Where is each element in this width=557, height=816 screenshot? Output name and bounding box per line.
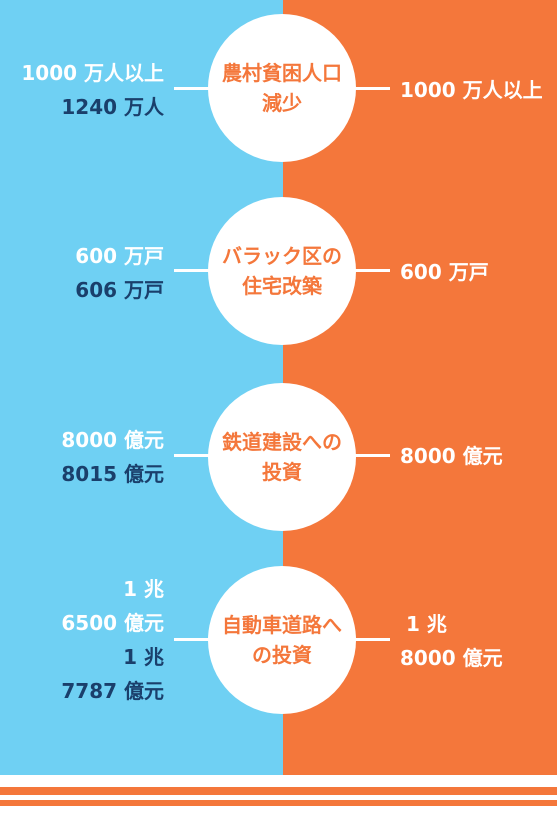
right-target-value: 1 兆 [406, 612, 447, 636]
left-target-value: 8000 億元 [61, 428, 164, 452]
right-target-value: 600 万戸 [400, 260, 489, 284]
item-circle: 自動車道路へ の投資 [208, 566, 356, 714]
left-values: 600 万戸 606 万戸 [75, 239, 164, 307]
connector-right [340, 269, 390, 272]
connector-right [340, 87, 390, 90]
item-title: 鉄道建設への 投資 [222, 430, 342, 484]
left-actual-value: 1240 万人 [61, 95, 164, 119]
connector-left [174, 269, 224, 272]
right-values: 8000 億元 [400, 439, 503, 473]
comparison-row: 600 万戸 606 万戸 バラック区の 住宅改築 600 万戸 [0, 197, 557, 345]
connector-right [340, 454, 390, 457]
left-values: 8000 億元 8015 億元 [61, 423, 164, 491]
left-values: 1000 万人以上 1240 万人 [21, 56, 164, 124]
footer-stripe [0, 787, 557, 795]
connector-right [340, 638, 390, 641]
left-target-value: 1000 万人以上 [21, 61, 164, 85]
left-target-value: 600 万戸 [75, 244, 164, 268]
right-values: 1000 万人以上 [400, 73, 543, 107]
item-title: バラック区の 住宅改築 [222, 244, 342, 298]
right-values: 600 万戸 [400, 255, 489, 289]
right-target-value: 8000 億元 [400, 444, 503, 468]
connector-left [174, 454, 224, 457]
left-actual-value: 7787 億元 [61, 679, 164, 703]
connector-left [174, 87, 224, 90]
item-title: 農村貧困人口 減少 [222, 61, 342, 115]
comparison-row: 8000 億元 8015 億元 鉄道建設への 投資 8000 億元 [0, 383, 557, 531]
comparison-row: 1 兆 6500 億元 1 兆 7787 億元 自動車道路へ の投資 1 兆 8… [0, 566, 557, 714]
connector-left [174, 638, 224, 641]
left-actual-value: 1 兆 [123, 645, 164, 669]
right-target-value: 1000 万人以上 [400, 78, 543, 102]
left-actual-value: 606 万戸 [75, 278, 164, 302]
comparison-rows: 1000 万人以上 1240 万人 農村貧困人口 減少 1000 万人以上 60… [0, 14, 557, 714]
right-target-value: 8000 億元 [400, 646, 503, 670]
footer-stripe [0, 800, 557, 806]
right-values: 1 兆 8000 億元 [400, 607, 503, 675]
left-actual-value: 8015 億元 [61, 462, 164, 486]
left-target-value: 6500 億元 [61, 611, 164, 635]
item-circle: 鉄道建設への 投資 [208, 383, 356, 531]
item-title: 自動車道路へ の投資 [222, 613, 342, 667]
item-circle: 農村貧困人口 減少 [208, 14, 356, 162]
left-values: 1 兆 6500 億元 1 兆 7787 億元 [61, 572, 164, 708]
left-target-value: 1 兆 [123, 577, 164, 601]
item-circle: バラック区の 住宅改築 [208, 197, 356, 345]
comparison-row: 1000 万人以上 1240 万人 農村貧困人口 減少 1000 万人以上 [0, 14, 557, 162]
